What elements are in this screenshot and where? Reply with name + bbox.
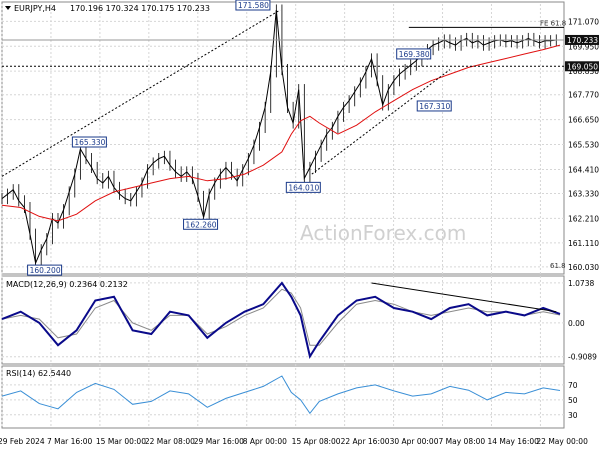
rsi-line <box>1 375 561 415</box>
rsi-y-tick-label: 50 <box>568 396 578 405</box>
price-tag-box <box>285 181 321 193</box>
price-y-tick-label: 169.950 <box>568 42 599 51</box>
current-price-label: 170.233 <box>567 36 598 45</box>
x-tick-label: 30 Apr 00:00 <box>390 437 439 446</box>
price-tag-box <box>235 0 271 11</box>
macd-title: MACD(12,26,9) 0.2364 0.2132 <box>6 280 128 289</box>
x-tick-label: 15 Mar 00:00 <box>96 437 146 446</box>
rsi-series <box>1 375 561 415</box>
ohlc-values: 170.196 170.324 170.175 170.233 <box>70 4 210 13</box>
x-tick-label: 22 May 00:00 <box>536 437 588 446</box>
price-tag-label: 164.010 <box>288 183 319 192</box>
price-tag-box <box>396 48 432 60</box>
price-tag-label: 169.380 <box>399 50 430 59</box>
y-axis-ticks: 171.070 169.950 168.830 167.770 166.650 165.5… <box>568 17 599 419</box>
x-tick-label: 29 Mar 16:00 <box>194 437 244 446</box>
price-tag-box <box>27 264 63 276</box>
annotations: 171.580 169.380 167.310 165.330 164.010 162.2… <box>27 0 599 276</box>
price-tag-label: 162.260 <box>186 220 217 229</box>
channel-line-dotted <box>311 69 451 175</box>
price-tag-box <box>183 218 219 230</box>
macd-y-tick-label: 0.00 <box>568 319 585 328</box>
macd-divergence-line <box>371 282 557 313</box>
price-y-tick-label: 166.650 <box>568 116 599 125</box>
x-tick-label: 29 Feb 2024 <box>0 437 45 446</box>
x-tick-label: 7 Mar 16:00 <box>47 437 93 446</box>
dropdown-triangle-icon[interactable] <box>5 6 11 10</box>
fib-label: 61.8 <box>550 262 566 270</box>
price-y-tick-label: 171.070 <box>568 17 599 26</box>
fe-label: FE 61.8 <box>540 19 566 27</box>
macd-y-tick-label: 1.0738 <box>568 279 594 288</box>
chart-header: EURJPY,H4 170.196 170.324 170.175 170.23… <box>5 4 210 13</box>
price-y-tick-label: 167.770 <box>568 91 599 100</box>
price-y-tick-label: 164.410 <box>568 165 599 174</box>
x-tick-label: 14 May 16:00 <box>487 437 539 446</box>
macd-signal-line <box>1 288 561 346</box>
rsi-y-tick-label: 70 <box>568 381 578 390</box>
rsi-y-tick-label: 30 <box>568 411 578 420</box>
level-price-box <box>565 61 599 72</box>
price-y-tick-label: 168.830 <box>568 67 599 76</box>
price-tag-box <box>71 136 107 148</box>
price-y-tick-label: 162.210 <box>568 214 599 223</box>
grid-lines <box>1 4 564 426</box>
price-tag-label: 160.200 <box>30 266 61 275</box>
price-y-tick-label: 165.530 <box>568 141 599 150</box>
current-price-box <box>565 34 599 45</box>
moving-average-line <box>1 44 561 222</box>
x-tick-label: 15 Apr 08:00 <box>292 437 341 446</box>
price-tag-label: 165.330 <box>74 138 105 147</box>
price-y-tick-label: 160.030 <box>568 263 599 272</box>
price-y-tick-label: 161.110 <box>568 239 599 248</box>
x-tick-label: 8 Apr 00:00 <box>243 437 287 446</box>
macd-series <box>1 281 561 359</box>
price-tag-label: 171.580 <box>238 1 269 10</box>
x-tick-label: 22 Mar 08:00 <box>145 437 195 446</box>
watermark: ActionForex.com <box>300 221 466 245</box>
price-tag-label: 167.310 <box>419 102 450 111</box>
symbol-label: EURJPY,H4 <box>14 4 56 13</box>
price-tag-box <box>416 100 452 112</box>
level-price-label: 169.050 <box>567 62 598 71</box>
rsi-title: RSI(14) 62.5440 <box>6 369 71 378</box>
macd-y-tick-label: -0.9089 <box>568 353 597 362</box>
x-tick-label: 7 May 08:00 <box>439 437 486 446</box>
macd-line <box>1 281 561 359</box>
x-tick-label: 22 Apr 16:00 <box>341 437 390 446</box>
price-series <box>1 4 564 269</box>
price-y-tick-label: 163.330 <box>568 189 599 198</box>
